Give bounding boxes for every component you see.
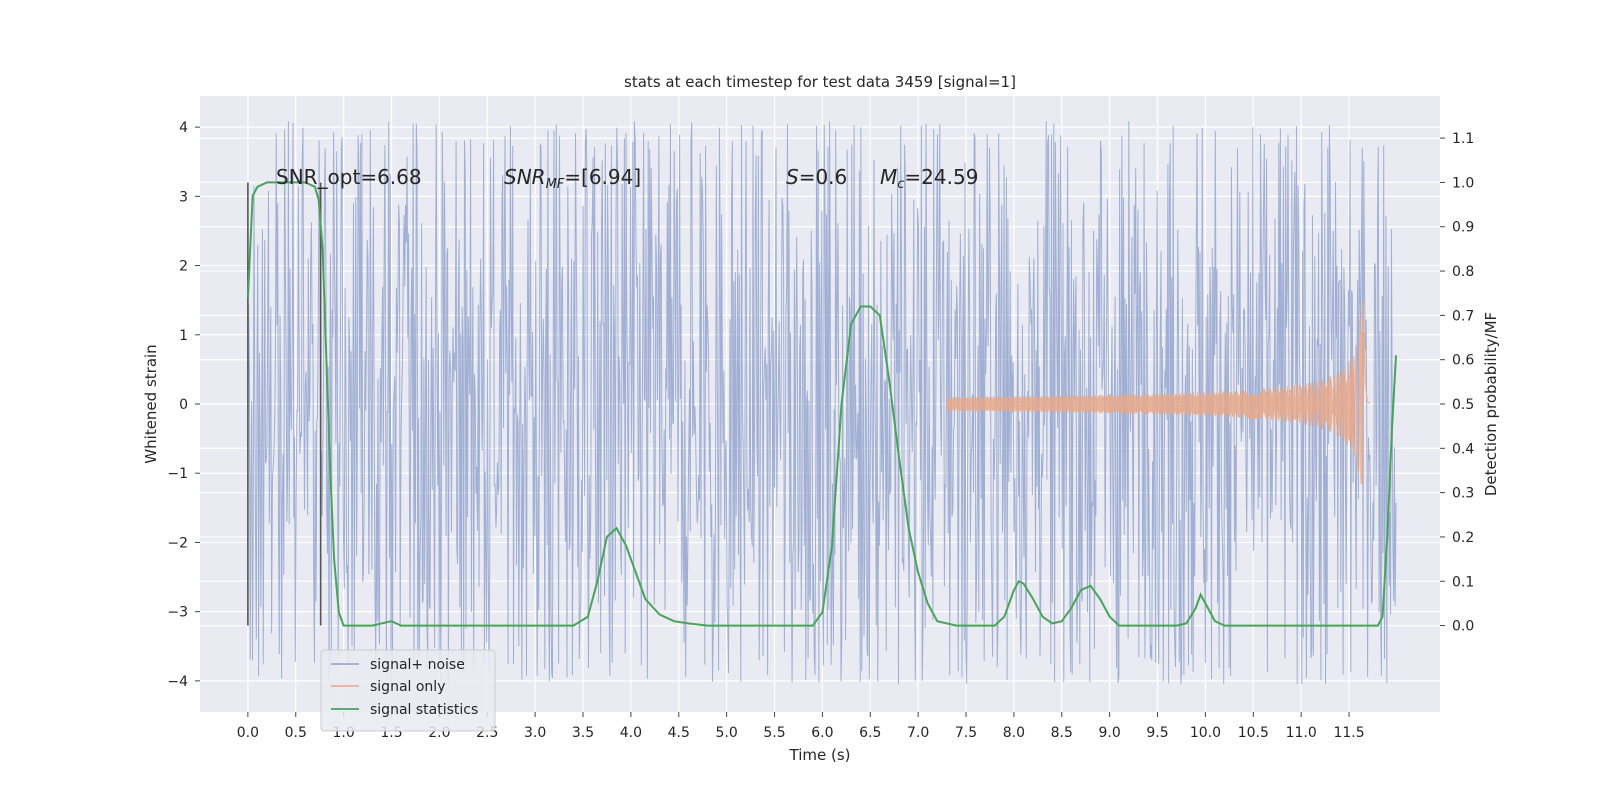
- y2-axis-ticks: 1.1 1.0 0.9 0.8 0.7 0.6 0.5 0.4 0.3 0.2 0.1 0.0: [1440, 131, 1474, 635]
- annotation-snr-mf-main: SNR: [504, 165, 546, 189]
- y2-tick-label: 0.1: [1452, 574, 1474, 590]
- x-tick-label: 6.0: [811, 725, 833, 741]
- x-tick-label: 3.5: [572, 725, 594, 741]
- x-tick-label: 6.5: [859, 725, 881, 741]
- annotation-snr-opt: SNR_opt=6.68: [276, 165, 422, 189]
- y-tick-label: 3: [179, 189, 188, 205]
- y-tick-label: −4: [167, 674, 188, 690]
- legend-label-signal-statistics: signal statistics: [370, 702, 478, 718]
- y2-tick-label: 0.6: [1452, 353, 1474, 369]
- y-tick-label: 0: [179, 397, 188, 413]
- y-tick-label: 1: [179, 328, 188, 344]
- y2-tick-label: 0.2: [1452, 530, 1474, 546]
- chart-title: stats at each timestep for test data 345…: [624, 73, 1016, 91]
- annotation-s-value: =0.6: [799, 165, 848, 189]
- x-tick-label: 7.0: [907, 725, 929, 741]
- x-tick-label: 10.5: [1238, 725, 1269, 741]
- y-axis-label: Whitened strain: [142, 344, 160, 463]
- x-tick-label: 9.0: [1099, 725, 1121, 741]
- annotation-snr-mf: SNRMF=[6.94]: [504, 165, 641, 192]
- legend-label-signal-only: signal only: [370, 679, 445, 695]
- legend-box: [320, 649, 496, 732]
- x-tick-label: 9.5: [1146, 725, 1168, 741]
- annotation-mc: Mc=24.59: [880, 165, 978, 192]
- y-tick-label: −1: [167, 466, 188, 482]
- annotation-mc-sub: c: [897, 177, 904, 192]
- y2-tick-label: 1.1: [1452, 131, 1474, 147]
- x-tick-label: 10.0: [1190, 725, 1221, 741]
- annotation-snr-mf-value: =[6.94]: [564, 165, 641, 189]
- legend-label-signal-noise: signal+ noise: [370, 657, 465, 673]
- x-tick-label: 11.0: [1286, 725, 1317, 741]
- x-tick-label: 7.5: [955, 725, 977, 741]
- annotation-s-symbol: S: [786, 165, 799, 189]
- annotation-s: S=0.6: [786, 165, 847, 189]
- y-tick-label: 4: [179, 120, 188, 136]
- x-tick-label: 5.5: [763, 725, 785, 741]
- x-tick-label: 11.5: [1333, 725, 1364, 741]
- x-tick-label: 8.5: [1051, 725, 1073, 741]
- y-tick-label: 2: [179, 259, 188, 275]
- x-tick-label: 4.5: [668, 725, 690, 741]
- legend: signal+ noise signal only signal statist…: [320, 649, 496, 732]
- y2-axis-label: Detection probability/MF: [1482, 312, 1500, 496]
- x-tick-label: 3.0: [524, 725, 546, 741]
- y-axis-ticks: 4 3 2 1 0 −1 −2 −3 −4: [167, 120, 200, 690]
- annotation-mc-value: =24.59: [904, 165, 978, 189]
- x-axis-label: Time (s): [789, 746, 851, 764]
- y2-tick-label: 0.5: [1452, 397, 1474, 413]
- y-tick-label: −3: [167, 605, 188, 621]
- series-signal-statistics: [246, 181, 1397, 627]
- y2-tick-label: 0.9: [1452, 220, 1474, 236]
- annotation-mc-symbol: M: [880, 165, 897, 189]
- x-tick-label: 0.0: [237, 725, 259, 741]
- y2-tick-label: 0.4: [1452, 441, 1474, 457]
- annotation-snr-mf-sub: MF: [546, 177, 565, 192]
- y2-tick-label: 0.8: [1452, 264, 1474, 280]
- y2-tick-label: 1.0: [1452, 175, 1474, 191]
- series-signal-only: [946, 300, 1371, 485]
- x-tick-label: 0.5: [285, 725, 307, 741]
- y2-tick-label: 0.7: [1452, 308, 1474, 324]
- y2-tick-label: 0.3: [1452, 486, 1474, 502]
- y-tick-label: −2: [167, 535, 188, 551]
- x-tick-label: 8.0: [1003, 725, 1025, 741]
- x-tick-label: 4.0: [620, 725, 642, 741]
- x-tick-label: 5.0: [716, 725, 738, 741]
- y2-tick-label: 0.0: [1452, 619, 1474, 635]
